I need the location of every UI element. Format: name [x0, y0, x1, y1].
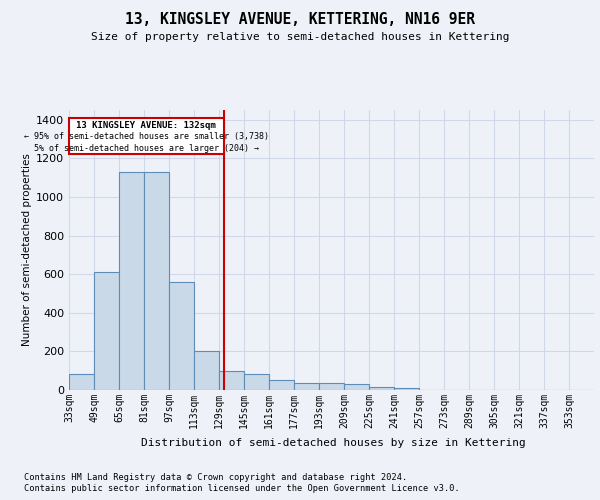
Bar — [119, 172, 144, 390]
Text: ← 95% of semi-detached houses are smaller (3,738): ← 95% of semi-detached houses are smalle… — [24, 132, 269, 141]
Bar — [94, 272, 119, 390]
Bar — [294, 383, 319, 390]
Text: Contains HM Land Registry data © Crown copyright and database right 2024.: Contains HM Land Registry data © Crown c… — [24, 472, 407, 482]
Bar — [69, 374, 94, 390]
Y-axis label: Number of semi-detached properties: Number of semi-detached properties — [22, 154, 32, 346]
Text: Distribution of semi-detached houses by size in Kettering: Distribution of semi-detached houses by … — [140, 438, 526, 448]
Bar — [219, 370, 244, 390]
Bar — [144, 172, 169, 390]
Text: 13, KINGSLEY AVENUE, KETTERING, NN16 9ER: 13, KINGSLEY AVENUE, KETTERING, NN16 9ER — [125, 12, 475, 28]
Bar — [344, 384, 369, 390]
Bar — [194, 352, 219, 390]
Bar — [69, 118, 224, 154]
Text: 5% of semi-detached houses are larger (204) →: 5% of semi-detached houses are larger (2… — [34, 144, 259, 152]
Bar — [394, 388, 419, 390]
Text: Contains public sector information licensed under the Open Government Licence v3: Contains public sector information licen… — [24, 484, 460, 493]
Bar — [169, 282, 194, 390]
Bar — [269, 380, 294, 390]
Text: Size of property relative to semi-detached houses in Kettering: Size of property relative to semi-detach… — [91, 32, 509, 42]
Bar — [244, 374, 269, 390]
Bar — [319, 383, 344, 390]
Text: 13 KINGSLEY AVENUE: 132sqm: 13 KINGSLEY AVENUE: 132sqm — [76, 120, 216, 130]
Bar — [369, 386, 394, 390]
